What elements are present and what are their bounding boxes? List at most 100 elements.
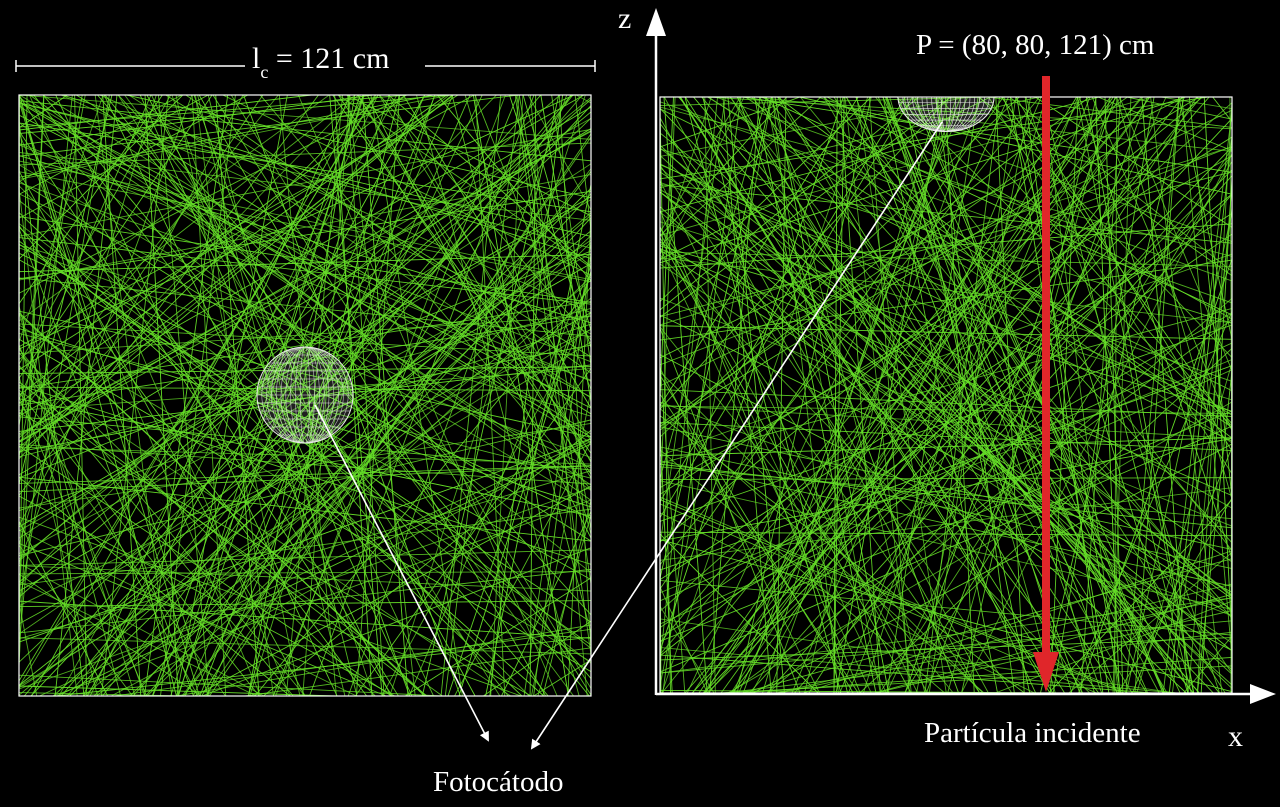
photon-ray <box>660 97 1186 264</box>
photon-ray <box>151 95 434 696</box>
photon-ray <box>248 95 400 696</box>
photon-ray <box>1003 97 1189 693</box>
photon-ray <box>19 95 408 128</box>
photon-ray <box>879 147 1232 693</box>
photon-ray <box>201 547 591 696</box>
photon-ray <box>678 97 1200 693</box>
photon-ray <box>914 97 1165 693</box>
photon-ray <box>660 325 1232 340</box>
photon-ray <box>247 95 356 696</box>
photon-ray <box>1068 551 1232 693</box>
photon-ray <box>192 95 483 696</box>
photon-ray <box>19 237 591 305</box>
photon-ray <box>1134 97 1180 693</box>
photon-ray <box>387 95 591 463</box>
photon-ray <box>485 184 591 696</box>
photon-ray <box>19 95 152 400</box>
photon-ray <box>19 95 113 485</box>
photon-ray <box>660 297 1232 527</box>
photon-ray <box>19 305 122 696</box>
photon-ray <box>181 168 591 696</box>
photon-ray <box>19 97 591 560</box>
photon-ray <box>19 277 591 337</box>
photon-ray <box>86 95 426 696</box>
photon-ray <box>771 97 926 693</box>
photon-ray <box>30 105 591 696</box>
photon-ray <box>19 95 279 415</box>
photon-ray <box>702 97 1151 693</box>
photon-ray <box>754 97 877 693</box>
svg-text:lc = 121 cm: lc = 121 cm <box>252 42 389 82</box>
photon-rays-top-view <box>19 95 591 696</box>
photon-ray <box>1126 97 1232 120</box>
photon-ray <box>531 390 591 696</box>
photon-ray <box>19 381 428 696</box>
photon-ray <box>483 620 591 696</box>
pointer-to-left-photocathode <box>314 404 489 742</box>
photon-ray <box>660 97 674 397</box>
photon-ray <box>875 97 1232 551</box>
photon-ray <box>660 97 741 233</box>
photon-ray <box>103 95 392 696</box>
photon-ray <box>823 97 1168 693</box>
photon-ray <box>19 307 591 458</box>
photon-ray <box>660 97 676 513</box>
photon-ray <box>1085 97 1195 693</box>
photon-ray <box>29 95 291 696</box>
wireframe-sphere-icon <box>256 346 354 444</box>
photon-ray <box>19 118 591 436</box>
photon-ray <box>874 593 1232 693</box>
photon-ray <box>752 443 1232 693</box>
photon-ray <box>660 97 1144 655</box>
photon-ray <box>19 122 591 213</box>
photon-ray <box>379 95 591 341</box>
photon-ray <box>529 95 588 696</box>
photon-ray <box>660 97 718 665</box>
photon-ray <box>52 214 591 696</box>
photon-ray <box>660 233 929 693</box>
photon-ray <box>824 97 1232 544</box>
photon-ray <box>660 466 1232 520</box>
photon-ray <box>660 105 671 693</box>
photon-ray <box>761 97 1232 316</box>
photon-ray <box>23 95 542 696</box>
photon-ray <box>1050 97 1079 693</box>
photon-ray <box>660 155 1232 489</box>
photon-ray <box>736 97 872 693</box>
photon-ray <box>357 95 591 462</box>
photon-ray <box>567 213 591 696</box>
photon-ray <box>691 118 1232 693</box>
photon-ray <box>354 368 591 696</box>
photon-ray <box>1212 97 1232 122</box>
photon-ray <box>885 97 1073 693</box>
photon-ray <box>19 105 591 486</box>
photon-ray <box>19 685 337 696</box>
photon-ray <box>19 400 226 696</box>
photon-ray <box>1091 97 1232 431</box>
photon-ray <box>660 328 801 693</box>
photon-ray <box>802 550 1232 693</box>
photon-ray <box>660 164 1013 693</box>
photon-ray <box>1042 97 1192 693</box>
photon-ray <box>178 95 364 696</box>
photon-ray <box>42 95 591 435</box>
mesh-meridian <box>897 96 995 132</box>
photon-ray <box>19 423 591 509</box>
photon-ray <box>779 597 1232 693</box>
photon-ray <box>660 97 745 262</box>
photon-ray <box>19 366 591 375</box>
photon-ray <box>19 263 591 592</box>
photon-ray <box>440 95 502 696</box>
photon-ray <box>706 169 1232 693</box>
photon-ray <box>719 665 1232 693</box>
photon-ray <box>389 95 586 696</box>
photon-ray <box>523 241 591 696</box>
particle-arrow-head <box>1033 652 1059 692</box>
photon-ray <box>19 101 591 398</box>
photon-ray <box>19 573 202 696</box>
photon-ray <box>916 97 1032 693</box>
photon-ray <box>19 142 591 166</box>
photon-ray <box>89 95 379 696</box>
photon-ray <box>660 580 1232 636</box>
photon-ray <box>660 539 1232 693</box>
